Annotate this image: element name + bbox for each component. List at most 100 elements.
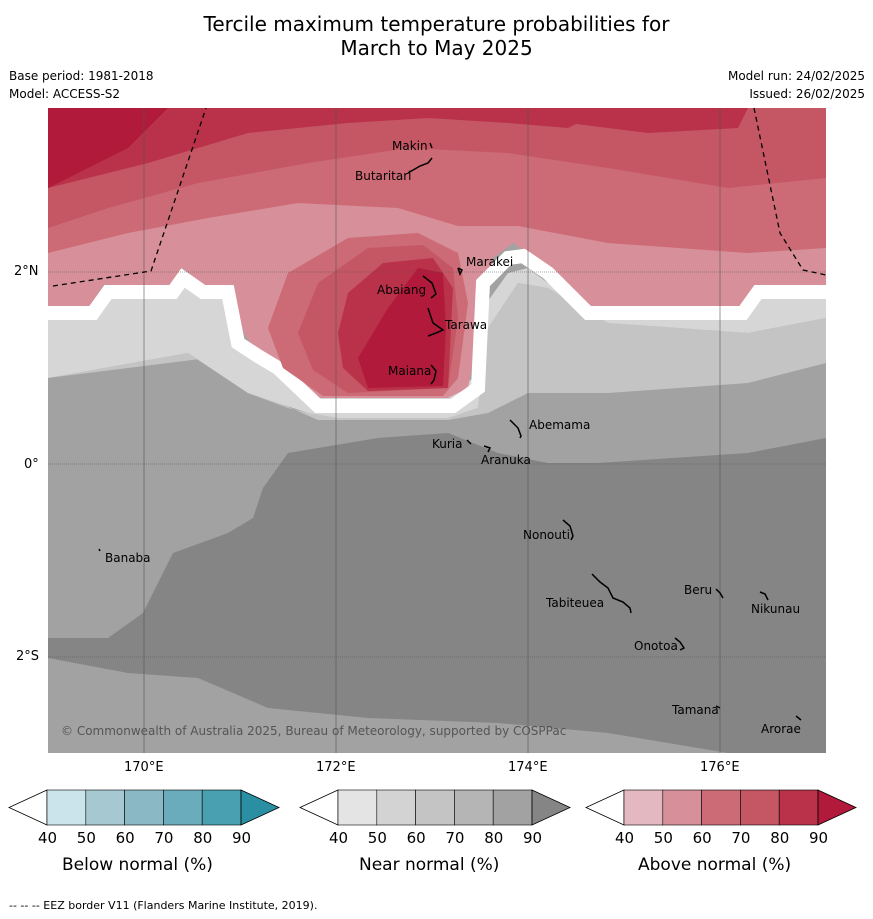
colorbar-segment: [376, 789, 416, 826]
lat-label-2s: 2°S: [16, 649, 40, 664]
colorbar-segment: [778, 789, 819, 826]
place-label: Marakei: [466, 255, 514, 269]
near-normal-70-region: [48, 433, 826, 753]
colorbar-segment: [201, 789, 242, 826]
place-label: Tabiteuea: [546, 596, 605, 610]
colorbar-tick-label: 70: [154, 829, 174, 847]
place-label: Abaiang: [377, 283, 427, 297]
colorbar-tick-label: 60: [115, 829, 135, 847]
near-normal-40-band: [48, 268, 826, 418]
colorbar-above-normal: [585, 789, 857, 826]
kuria-island: [466, 439, 472, 445]
meta-right: Model run: 24/02/2025 Issued: 26/02/2025: [728, 67, 865, 103]
colorbar-tick-label: 50: [367, 829, 387, 847]
colorbar-tick-label: 40: [38, 829, 58, 847]
lon-label-170e: 170°E: [124, 760, 164, 775]
colorbar-segment: [85, 789, 125, 826]
place-label: Tarawa: [445, 318, 488, 332]
above-normal-60-region: [48, 108, 826, 228]
abemama-island: [509, 419, 522, 439]
island-outlines: [98, 142, 802, 721]
beru-island: [715, 588, 724, 599]
model-run: Model run: 24/02/2025: [727, 69, 865, 83]
colorbar-segment: [701, 789, 741, 826]
colorbar-segment: [454, 789, 494, 826]
colorbar-title-near: Near normal (%): [359, 855, 500, 875]
colorbar-tick-label: 80: [770, 829, 790, 847]
colorbar-segment: [662, 789, 702, 826]
place-label: Arorae: [761, 722, 801, 736]
colorbar-tick-label: 90: [232, 829, 252, 847]
place-label: Aranuka: [481, 453, 531, 467]
colorbar-segment: [740, 789, 780, 826]
colorbar-tick-label: 80: [193, 829, 213, 847]
tamana-island: [715, 705, 721, 709]
tabiteuea-island: [591, 573, 632, 614]
nikunau-island: [759, 591, 769, 601]
colorbar-segment: [124, 789, 164, 826]
issued-date: Issued: 26/02/2025: [749, 87, 865, 101]
colorbar-tick-label: 40: [329, 829, 349, 847]
colorbar-tick-label: 60: [406, 829, 426, 847]
colorbar-tick-label: 90: [523, 829, 543, 847]
tarawa-island: [427, 307, 445, 337]
tarawa-blob-80: [358, 268, 446, 388]
gridlines: [48, 108, 826, 753]
title-line-2: March to May 2025: [340, 36, 533, 60]
colorbar-segment: [163, 789, 203, 826]
place-label: Tamana: [672, 703, 719, 717]
place-label: Banaba: [105, 551, 151, 565]
marakei-island: [457, 267, 464, 276]
model-name: Model: ACCESS-S2: [9, 87, 121, 101]
colorbar-tick-label: 70: [445, 829, 465, 847]
above-normal-80-topleft: [48, 108, 168, 188]
colorbar-tick-label: 70: [731, 829, 751, 847]
colorbar-tick-label: 50: [76, 829, 96, 847]
maiana-island: [430, 364, 437, 385]
colorbar-extend-low: [585, 789, 625, 826]
place-label: Maiana: [388, 364, 432, 378]
place-label: Nonouti: [523, 528, 570, 542]
colorbar-extend-low: [299, 789, 339, 826]
place-label: Onotoa: [634, 639, 678, 653]
base-period: Base period: 1981-2018: [9, 69, 154, 83]
onotoa-island: [674, 637, 686, 651]
colorbar-segment: [46, 789, 87, 826]
lat-label-0: 0°: [24, 457, 39, 472]
copyright-notice: © Commonwealth of Australia 2025, Bureau…: [61, 724, 567, 738]
abaiang-island: [422, 275, 437, 299]
colorbars: [8, 789, 857, 826]
colorbar-extend-high: [531, 789, 571, 826]
colorbar-segment: [337, 789, 378, 826]
colorbar-tick-label: 80: [484, 829, 504, 847]
above-normal-70-topright: [518, 108, 748, 133]
place-label: Makin: [392, 139, 428, 153]
colorbar-below-normal: [8, 789, 280, 826]
butaritari-island: [407, 157, 433, 174]
colorbar-segment: [415, 789, 455, 826]
near-normal-60-bottom: [48, 658, 728, 753]
eez-border: [52, 108, 826, 287]
probability-map: [48, 108, 826, 753]
place-label: Abemama: [529, 418, 591, 432]
colorbar-tick-label: 90: [809, 829, 829, 847]
colorbar-extend-low: [8, 789, 48, 826]
colorbar-title-below: Below normal (%): [62, 855, 213, 875]
colorbar-tick-label: 40: [615, 829, 635, 847]
nonouti-island: [562, 519, 574, 541]
lon-label-174e: 174°E: [508, 760, 548, 775]
no-dominant-white-band: [48, 248, 826, 413]
colorbar-title-above: Above normal (%): [638, 855, 792, 875]
colorbar-extend-high: [240, 789, 280, 826]
title-line-1: Tercile maximum temperature probabilitie…: [203, 12, 670, 36]
lat-label-2n: 2°N: [14, 264, 39, 279]
aranuka-island: [483, 445, 492, 453]
map-title: Tercile maximum temperature probabilitie…: [0, 12, 873, 60]
place-label: Kuria: [432, 437, 463, 451]
colorbar-segment: [492, 789, 533, 826]
lon-label-176e: 176°E: [700, 760, 740, 775]
banaba-island: [98, 548, 101, 552]
colorbar-tick-label: 50: [653, 829, 673, 847]
arorae-island: [795, 715, 802, 721]
place-label: Nikunau: [751, 602, 801, 616]
